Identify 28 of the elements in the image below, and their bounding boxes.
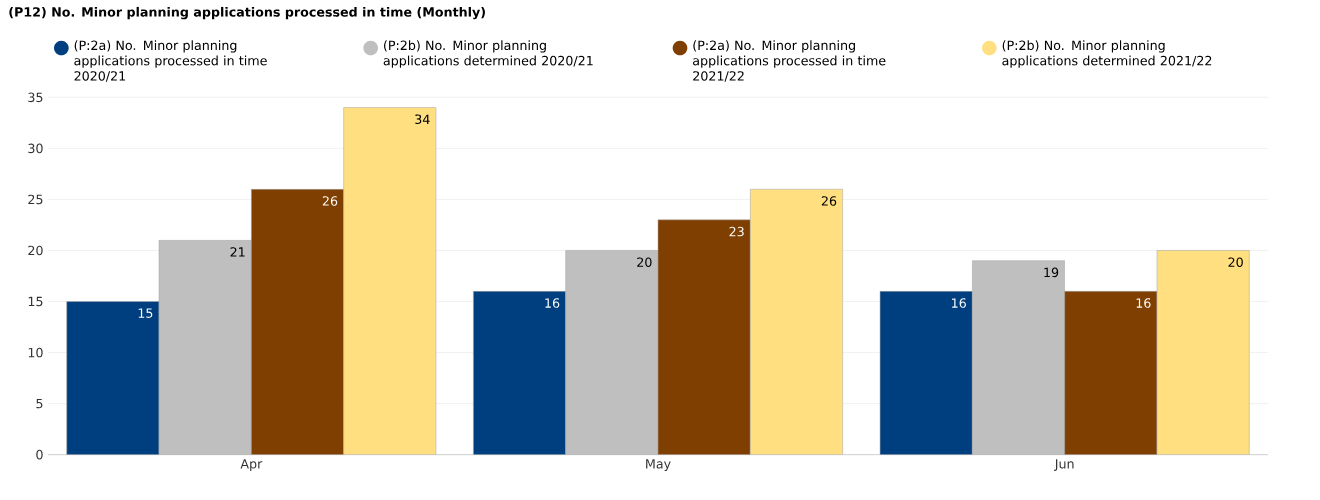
x-tick-label: Apr — [240, 459, 263, 472]
y-tick-label: 5 — [36, 398, 43, 409]
y-tick-label: 30 — [28, 143, 43, 154]
y-tick-label: 20 — [28, 245, 43, 256]
legend-label: (P:2a) No. Minor planning applications processed in time 2021/22 — [693, 40, 886, 82]
y-tick-label: 0 — [36, 449, 43, 460]
chart-title: (P12) No. Minor planning applications processed in time (Monthly) — [9, 6, 485, 20]
data-label: 16 — [952, 298, 966, 308]
legend-label: (P:2a) No. Minor planning applications processed in time 2020/21 — [74, 40, 267, 82]
data-label: 34 — [415, 114, 430, 125]
legend-label: (P:2b) No. Minor planning applications determined 2021/22 — [1002, 40, 1212, 68]
y-tick-label: 25 — [28, 194, 43, 205]
data-label: 16 — [545, 298, 560, 308]
x-tick-label: May — [646, 459, 671, 472]
data-label: 20 — [637, 257, 652, 267]
y-tick-label: 15 — [28, 296, 43, 307]
data-label: 19 — [1044, 267, 1059, 278]
data-label: 16 — [1136, 298, 1151, 308]
data-label: 26 — [322, 196, 338, 206]
legend-label: (P:2b) No. Minor planning applications determined 2020/21 — [383, 40, 593, 68]
data-label: 23 — [729, 226, 744, 237]
data-label: 20 — [1228, 257, 1243, 267]
x-tick-label: Jun — [1054, 459, 1074, 471]
y-tick-label: 35 — [28, 92, 43, 103]
data-label: 15 — [138, 308, 153, 318]
data-label: 26 — [821, 196, 837, 206]
y-tick-label: 10 — [28, 347, 43, 358]
data-label: 21 — [230, 247, 245, 257]
